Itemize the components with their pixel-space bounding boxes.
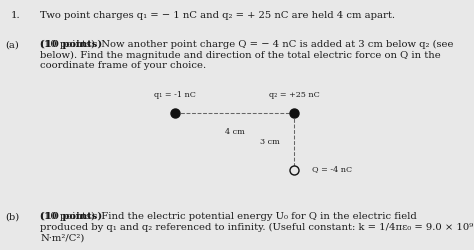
Text: (10 points): (10 points) <box>40 40 102 49</box>
Text: below). Find the magnitude and direction of the total electric force on Q in the: below). Find the magnitude and direction… <box>40 50 441 59</box>
Text: (a): (a) <box>6 40 19 49</box>
Text: (10 points)  Find the electric potential energy U₀ for Q in the electric field: (10 points) Find the electric potential … <box>40 211 417 220</box>
Text: produced by q₁ and q₂ referenced to infinity. (Useful constant: k = 1/4πε₀ = 9.0: produced by q₁ and q₂ referenced to infi… <box>40 222 474 231</box>
Text: N·m²/C²): N·m²/C²) <box>40 232 85 241</box>
Text: 1.: 1. <box>10 11 20 20</box>
Text: (b): (b) <box>6 211 20 220</box>
Text: q₂ = +25 nC: q₂ = +25 nC <box>268 91 319 99</box>
Text: q₁ = -1 nC: q₁ = -1 nC <box>155 91 196 99</box>
Text: Two point charges q₁ = − 1 nC and q₂ = + 25 nC are held 4 cm apart.: Two point charges q₁ = − 1 nC and q₂ = +… <box>40 11 395 20</box>
Text: (10 points): (10 points) <box>40 211 102 220</box>
Text: (10 points)  Now another point charge Q = − 4 nC is added at 3 cm below q₂ (see: (10 points) Now another point charge Q =… <box>40 40 454 49</box>
Text: 3 cm: 3 cm <box>260 138 280 146</box>
Text: 4 cm: 4 cm <box>225 128 245 136</box>
Text: Q = -4 nC: Q = -4 nC <box>312 165 352 173</box>
Text: coordinate frame of your choice.: coordinate frame of your choice. <box>40 61 206 70</box>
